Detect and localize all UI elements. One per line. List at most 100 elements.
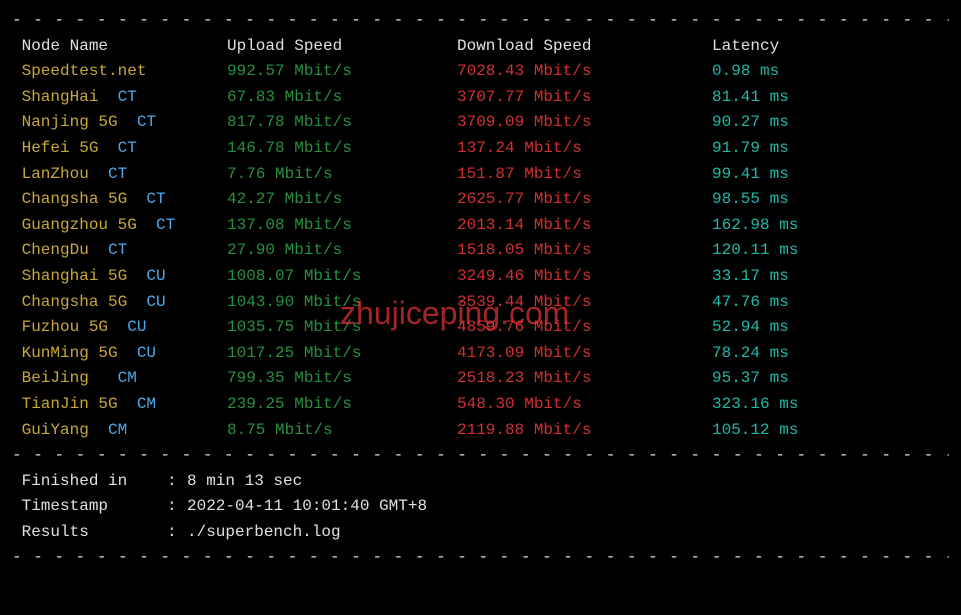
footer-timestamp: Timestamp : 2022-04-11 10:01:40 GMT+8 (12, 494, 949, 520)
results-value: ./superbench.log (187, 520, 341, 546)
node-cell: ShangHai CT (12, 85, 227, 111)
carrier-code: CU (146, 293, 165, 311)
header-upload: Upload Speed (227, 34, 457, 60)
node-name: Nanjing 5G (12, 113, 137, 131)
node-cell: KunMing 5G CU (12, 341, 227, 367)
top-divider: - - - - - - - - - - - - - - - - - - - - … (12, 8, 949, 34)
latency-value: 90.27 ms (712, 110, 949, 136)
table-row: Hefei 5G CT146.78 Mbit/s137.24 Mbit/s91.… (12, 136, 949, 162)
table-row: Guangzhou 5G CT137.08 Mbit/s2013.14 Mbit… (12, 213, 949, 239)
node-cell: Speedtest.net (12, 59, 227, 85)
carrier-code: CT (156, 216, 175, 234)
download-speed: 3249.46 Mbit/s (457, 264, 712, 290)
download-speed: 2625.77 Mbit/s (457, 187, 712, 213)
upload-speed: 27.90 Mbit/s (227, 238, 457, 264)
node-cell: TianJin 5G CM (12, 392, 227, 418)
node-name: Shanghai 5G (12, 267, 146, 285)
download-speed: 2119.88 Mbit/s (457, 418, 712, 444)
carrier-code: CU (146, 267, 165, 285)
node-cell: Hefei 5G CT (12, 136, 227, 162)
carrier-code: CM (108, 421, 127, 439)
latency-value: 33.17 ms (712, 264, 949, 290)
upload-speed: 992.57 Mbit/s (227, 59, 457, 85)
node-cell: Changsha 5G CT (12, 187, 227, 213)
upload-speed: 239.25 Mbit/s (227, 392, 457, 418)
node-name: Hefei 5G (12, 139, 118, 157)
latency-value: 47.76 ms (712, 290, 949, 316)
node-cell: Guangzhou 5G CT (12, 213, 227, 239)
node-name: Fuzhou 5G (12, 318, 127, 336)
upload-speed: 67.83 Mbit/s (227, 85, 457, 111)
table-header: Node Name Upload Speed Download Speed La… (12, 34, 949, 60)
node-cell: ChengDu CT (12, 238, 227, 264)
node-cell: Shanghai 5G CU (12, 264, 227, 290)
node-name: LanZhou (12, 165, 108, 183)
download-speed: 3707.77 Mbit/s (457, 85, 712, 111)
footer-finished: Finished in : 8 min 13 sec (12, 469, 949, 495)
header-node: Node Name (12, 34, 227, 60)
carrier-code: CT (118, 88, 137, 106)
upload-speed: 42.27 Mbit/s (227, 187, 457, 213)
latency-value: 0.98 ms (712, 59, 949, 85)
node-name: ShangHai (12, 88, 118, 106)
mid-divider: - - - - - - - - - - - - - - - - - - - - … (12, 443, 949, 469)
bottom-divider: - - - - - - - - - - - - - - - - - - - - … (12, 545, 949, 571)
node-cell: GuiYang CM (12, 418, 227, 444)
latency-value: 91.79 ms (712, 136, 949, 162)
upload-speed: 1035.75 Mbit/s (227, 315, 457, 341)
footer-results: Results : ./superbench.log (12, 520, 949, 546)
carrier-code: CM (118, 369, 137, 387)
download-speed: 3709.09 Mbit/s (457, 110, 712, 136)
upload-speed: 817.78 Mbit/s (227, 110, 457, 136)
separator: : (167, 520, 187, 546)
table-row: Changsha 5G CT42.27 Mbit/s2625.77 Mbit/s… (12, 187, 949, 213)
latency-value: 120.11 ms (712, 238, 949, 264)
carrier-code: CM (137, 395, 156, 413)
latency-value: 81.41 ms (712, 85, 949, 111)
latency-value: 98.55 ms (712, 187, 949, 213)
download-speed: 137.24 Mbit/s (457, 136, 712, 162)
download-speed: 3539.44 Mbit/s (457, 290, 712, 316)
carrier-code: CT (108, 165, 127, 183)
node-name: Changsha 5G (12, 293, 146, 311)
latency-value: 323.16 ms (712, 392, 949, 418)
download-speed: 151.87 Mbit/s (457, 162, 712, 188)
timestamp-value: 2022-04-11 10:01:40 GMT+8 (187, 494, 427, 520)
table-row: Fuzhou 5G CU1035.75 Mbit/s4859.76 Mbit/s… (12, 315, 949, 341)
table-row: LanZhou CT7.76 Mbit/s151.87 Mbit/s99.41 … (12, 162, 949, 188)
node-name: KunMing 5G (12, 344, 137, 362)
carrier-code: CT (137, 113, 156, 131)
table-row: ChengDu CT27.90 Mbit/s1518.05 Mbit/s120.… (12, 238, 949, 264)
latency-value: 162.98 ms (712, 213, 949, 239)
download-speed: 2518.23 Mbit/s (457, 366, 712, 392)
table-row: KunMing 5G CU1017.25 Mbit/s4173.09 Mbit/… (12, 341, 949, 367)
latency-value: 52.94 ms (712, 315, 949, 341)
finished-label: Finished in (12, 469, 167, 495)
latency-value: 95.37 ms (712, 366, 949, 392)
download-speed: 4173.09 Mbit/s (457, 341, 712, 367)
upload-speed: 1043.90 Mbit/s (227, 290, 457, 316)
results-label: Results (12, 520, 167, 546)
table-row: BeiJing CM799.35 Mbit/s2518.23 Mbit/s95.… (12, 366, 949, 392)
latency-value: 78.24 ms (712, 341, 949, 367)
table-row: TianJin 5G CM239.25 Mbit/s548.30 Mbit/s3… (12, 392, 949, 418)
latency-value: 105.12 ms (712, 418, 949, 444)
node-cell: LanZhou CT (12, 162, 227, 188)
node-name: GuiYang (12, 421, 108, 439)
table-row: GuiYang CM8.75 Mbit/s2119.88 Mbit/s105.1… (12, 418, 949, 444)
upload-speed: 146.78 Mbit/s (227, 136, 457, 162)
table-row: Shanghai 5G CU1008.07 Mbit/s3249.46 Mbit… (12, 264, 949, 290)
upload-speed: 1008.07 Mbit/s (227, 264, 457, 290)
separator: : (167, 469, 187, 495)
download-speed: 1518.05 Mbit/s (457, 238, 712, 264)
node-name: Guangzhou 5G (12, 216, 156, 234)
node-name: Changsha 5G (12, 190, 146, 208)
upload-speed: 1017.25 Mbit/s (227, 341, 457, 367)
table-row: Speedtest.net992.57 Mbit/s7028.43 Mbit/s… (12, 59, 949, 85)
carrier-code: CT (146, 190, 165, 208)
download-speed: 548.30 Mbit/s (457, 392, 712, 418)
carrier-code: CT (108, 241, 127, 259)
header-latency: Latency (712, 34, 949, 60)
carrier-code: CT (118, 139, 137, 157)
node-name: TianJin 5G (12, 395, 137, 413)
